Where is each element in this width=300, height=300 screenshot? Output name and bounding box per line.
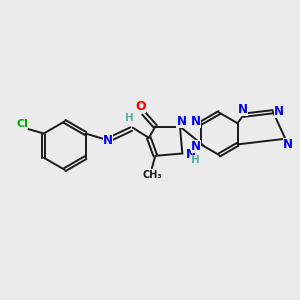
Text: N: N [274,105,284,118]
Text: N: N [103,134,112,147]
Text: N: N [238,103,248,116]
Text: CH₃: CH₃ [142,170,162,180]
Text: H: H [125,113,134,123]
Text: N: N [190,115,200,128]
Text: N: N [190,140,200,153]
Text: O: O [135,100,146,113]
Text: H: H [191,155,200,165]
Text: N: N [283,138,293,151]
Text: Cl: Cl [16,119,28,129]
Text: N: N [186,148,196,161]
Text: N: N [176,115,186,128]
